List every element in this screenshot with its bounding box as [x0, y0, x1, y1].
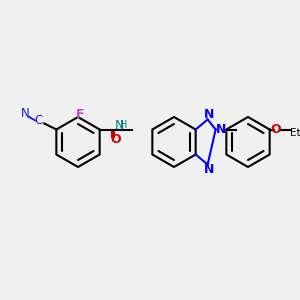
Text: C: C [34, 114, 43, 127]
Text: O: O [270, 123, 281, 136]
Text: Et: Et [290, 128, 300, 137]
Text: N: N [21, 107, 30, 120]
Text: N: N [115, 119, 124, 132]
Text: N: N [215, 123, 226, 136]
Text: N: N [203, 108, 214, 121]
Text: N: N [203, 163, 214, 176]
Text: F: F [76, 107, 84, 121]
Text: H: H [120, 121, 127, 130]
Text: O: O [110, 133, 121, 146]
